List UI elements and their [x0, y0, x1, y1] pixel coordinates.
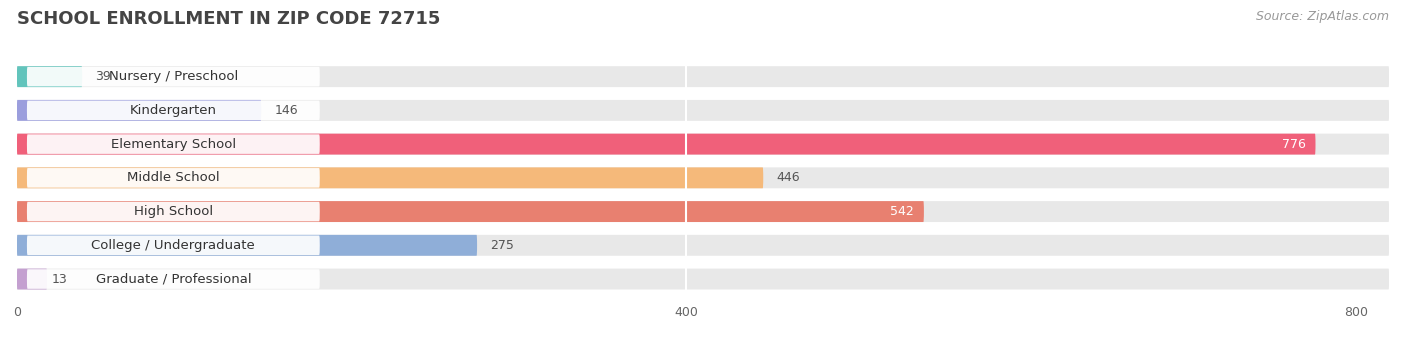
FancyBboxPatch shape [27, 67, 319, 87]
Text: SCHOOL ENROLLMENT IN ZIP CODE 72715: SCHOOL ENROLLMENT IN ZIP CODE 72715 [17, 10, 440, 28]
FancyBboxPatch shape [27, 202, 319, 221]
FancyBboxPatch shape [17, 167, 763, 188]
FancyBboxPatch shape [17, 268, 1389, 289]
FancyBboxPatch shape [17, 201, 1389, 222]
Text: 776: 776 [1282, 137, 1305, 150]
FancyBboxPatch shape [17, 201, 924, 222]
Text: 542: 542 [890, 205, 914, 218]
FancyBboxPatch shape [17, 134, 1389, 155]
FancyBboxPatch shape [27, 101, 319, 120]
FancyBboxPatch shape [27, 134, 319, 154]
Text: 13: 13 [52, 273, 67, 286]
Text: College / Undergraduate: College / Undergraduate [91, 239, 256, 252]
FancyBboxPatch shape [27, 236, 319, 255]
FancyBboxPatch shape [17, 134, 1316, 155]
FancyBboxPatch shape [17, 100, 262, 121]
Text: 275: 275 [491, 239, 515, 252]
FancyBboxPatch shape [17, 167, 1389, 188]
FancyBboxPatch shape [17, 235, 1389, 256]
FancyBboxPatch shape [27, 168, 319, 188]
Text: Elementary School: Elementary School [111, 137, 236, 150]
Text: Nursery / Preschool: Nursery / Preschool [108, 70, 238, 83]
Text: 39: 39 [96, 70, 111, 83]
FancyBboxPatch shape [17, 268, 46, 289]
Text: Source: ZipAtlas.com: Source: ZipAtlas.com [1256, 10, 1389, 23]
Text: 446: 446 [776, 171, 800, 184]
FancyBboxPatch shape [17, 66, 82, 87]
Text: High School: High School [134, 205, 212, 218]
FancyBboxPatch shape [17, 66, 1389, 87]
Text: Kindergarten: Kindergarten [129, 104, 217, 117]
FancyBboxPatch shape [17, 100, 1389, 121]
Text: Middle School: Middle School [127, 171, 219, 184]
FancyBboxPatch shape [17, 235, 477, 256]
Text: Graduate / Professional: Graduate / Professional [96, 273, 252, 286]
Text: 146: 146 [274, 104, 298, 117]
FancyBboxPatch shape [27, 269, 319, 289]
